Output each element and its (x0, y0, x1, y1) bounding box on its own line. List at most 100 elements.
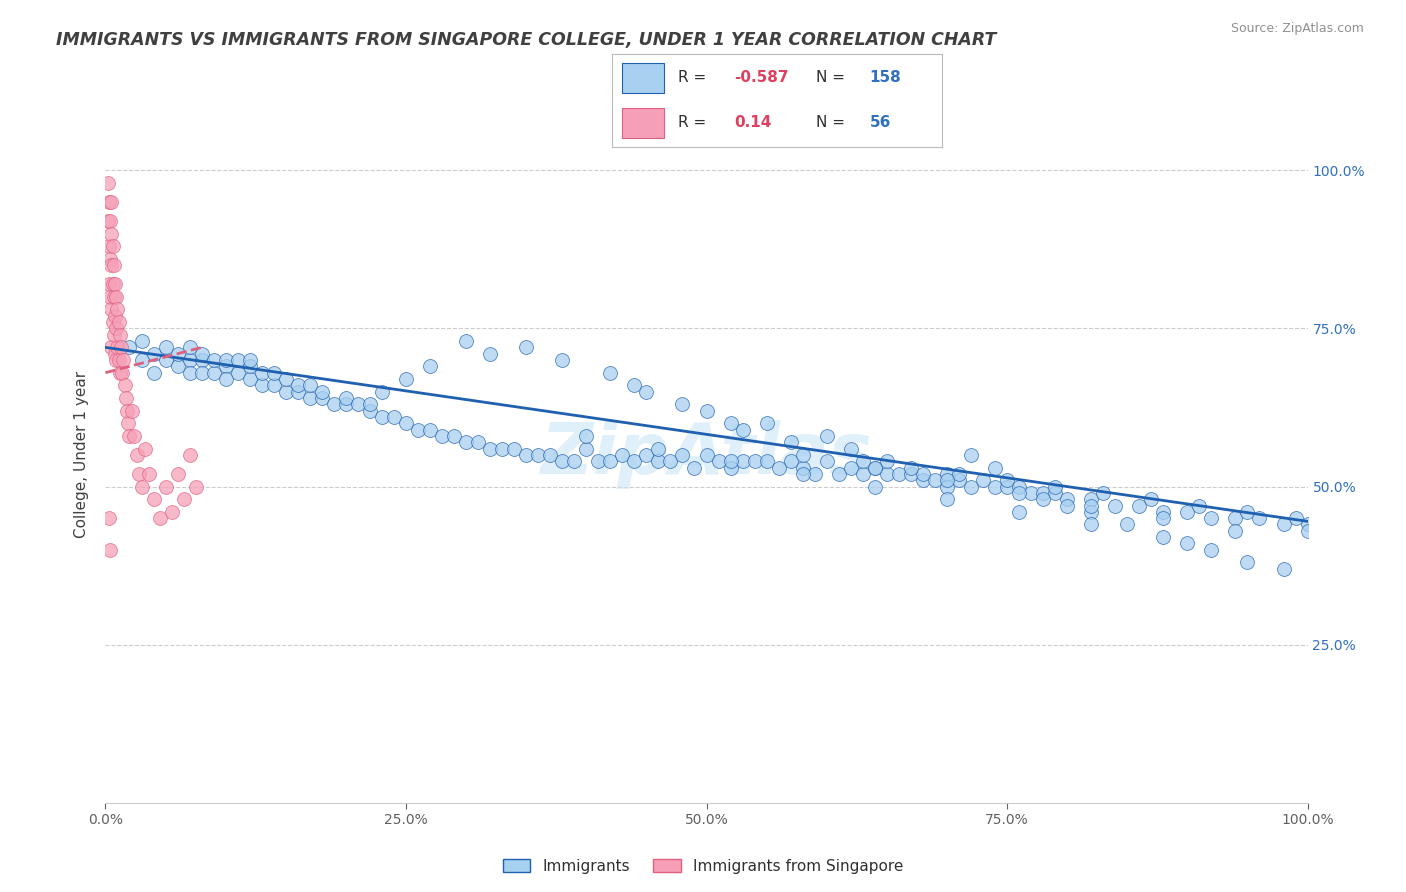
Point (1152, 511, 1174, 525)
Point (117, 417, 139, 431)
Point (720, 417, 742, 431)
Point (755, 417, 778, 431)
Point (263, 378, 285, 392)
Point (900, 460, 922, 475)
Point (1284, 511, 1306, 525)
Point (863, 460, 886, 475)
Point (960, 479, 983, 493)
Point (274, 372, 297, 386)
Point (239, 359, 262, 374)
Point (1008, 505, 1031, 519)
Point (419, 359, 441, 374)
Point (173, 492, 195, 507)
Text: -0.587: -0.587 (734, 70, 789, 86)
Point (575, 429, 598, 443)
Point (263, 366, 285, 380)
Point (134, 442, 156, 456)
Point (179, 366, 201, 380)
Point (623, 454, 645, 468)
Point (1296, 524, 1319, 538)
Point (612, 448, 634, 462)
Point (121, 403, 143, 417)
Point (98, 511, 121, 525)
Point (160, 505, 183, 519)
Point (226, 353, 249, 368)
Point (287, 384, 309, 399)
Point (744, 454, 766, 468)
Point (1056, 499, 1078, 513)
Point (696, 403, 718, 417)
Point (430, 429, 453, 443)
Point (125, 448, 148, 462)
Point (103, 327, 125, 342)
Text: Source: ZipAtlas.com: Source: ZipAtlas.com (1230, 22, 1364, 36)
Point (239, 353, 262, 368)
Point (155, 340, 177, 354)
Point (599, 366, 621, 380)
Point (100, 258, 122, 272)
Point (105, 321, 128, 335)
Point (779, 454, 801, 468)
Point (1008, 479, 1031, 493)
Point (659, 454, 682, 468)
Point (515, 340, 537, 354)
Text: N =: N = (817, 115, 851, 130)
Text: 158: 158 (869, 70, 901, 86)
Point (839, 460, 862, 475)
Point (1175, 536, 1198, 550)
Bar (621, 63, 665, 93)
Point (118, 340, 141, 354)
Point (1236, 556, 1258, 570)
Point (298, 391, 321, 405)
Point (443, 429, 465, 443)
Point (1116, 517, 1139, 532)
Point (1188, 499, 1211, 513)
Point (936, 467, 959, 481)
Point (1092, 486, 1115, 500)
Point (103, 258, 125, 272)
Point (107, 353, 129, 368)
Text: ZipAtlas: ZipAtlas (541, 420, 872, 490)
Point (105, 290, 128, 304)
Point (371, 384, 394, 399)
Point (115, 403, 138, 417)
Point (911, 473, 934, 487)
Text: R =: R = (678, 70, 711, 86)
Point (876, 454, 898, 468)
Point (406, 423, 429, 437)
Point (792, 448, 814, 462)
Point (636, 384, 658, 399)
Text: N =: N = (817, 70, 851, 86)
Point (111, 366, 134, 380)
Point (395, 372, 418, 386)
Point (311, 391, 333, 405)
Point (852, 467, 875, 481)
Point (1296, 517, 1319, 532)
Point (1032, 492, 1054, 507)
Point (924, 473, 946, 487)
Point (190, 353, 212, 368)
Point (863, 460, 886, 475)
Point (214, 353, 236, 368)
Point (1008, 486, 1031, 500)
Point (1225, 524, 1247, 538)
Point (100, 302, 122, 317)
Point (118, 429, 141, 443)
Point (863, 479, 886, 493)
Point (131, 334, 153, 348)
Point (97, 176, 120, 190)
Point (131, 479, 153, 493)
Point (98, 239, 121, 253)
Point (1225, 511, 1247, 525)
Point (936, 473, 959, 487)
Point (1056, 492, 1078, 507)
Point (250, 366, 273, 380)
Point (142, 492, 165, 507)
Point (202, 366, 225, 380)
Point (1152, 530, 1174, 544)
Point (647, 454, 669, 468)
Point (1272, 562, 1295, 576)
Point (148, 511, 170, 525)
Point (202, 353, 225, 368)
Point (876, 467, 898, 481)
